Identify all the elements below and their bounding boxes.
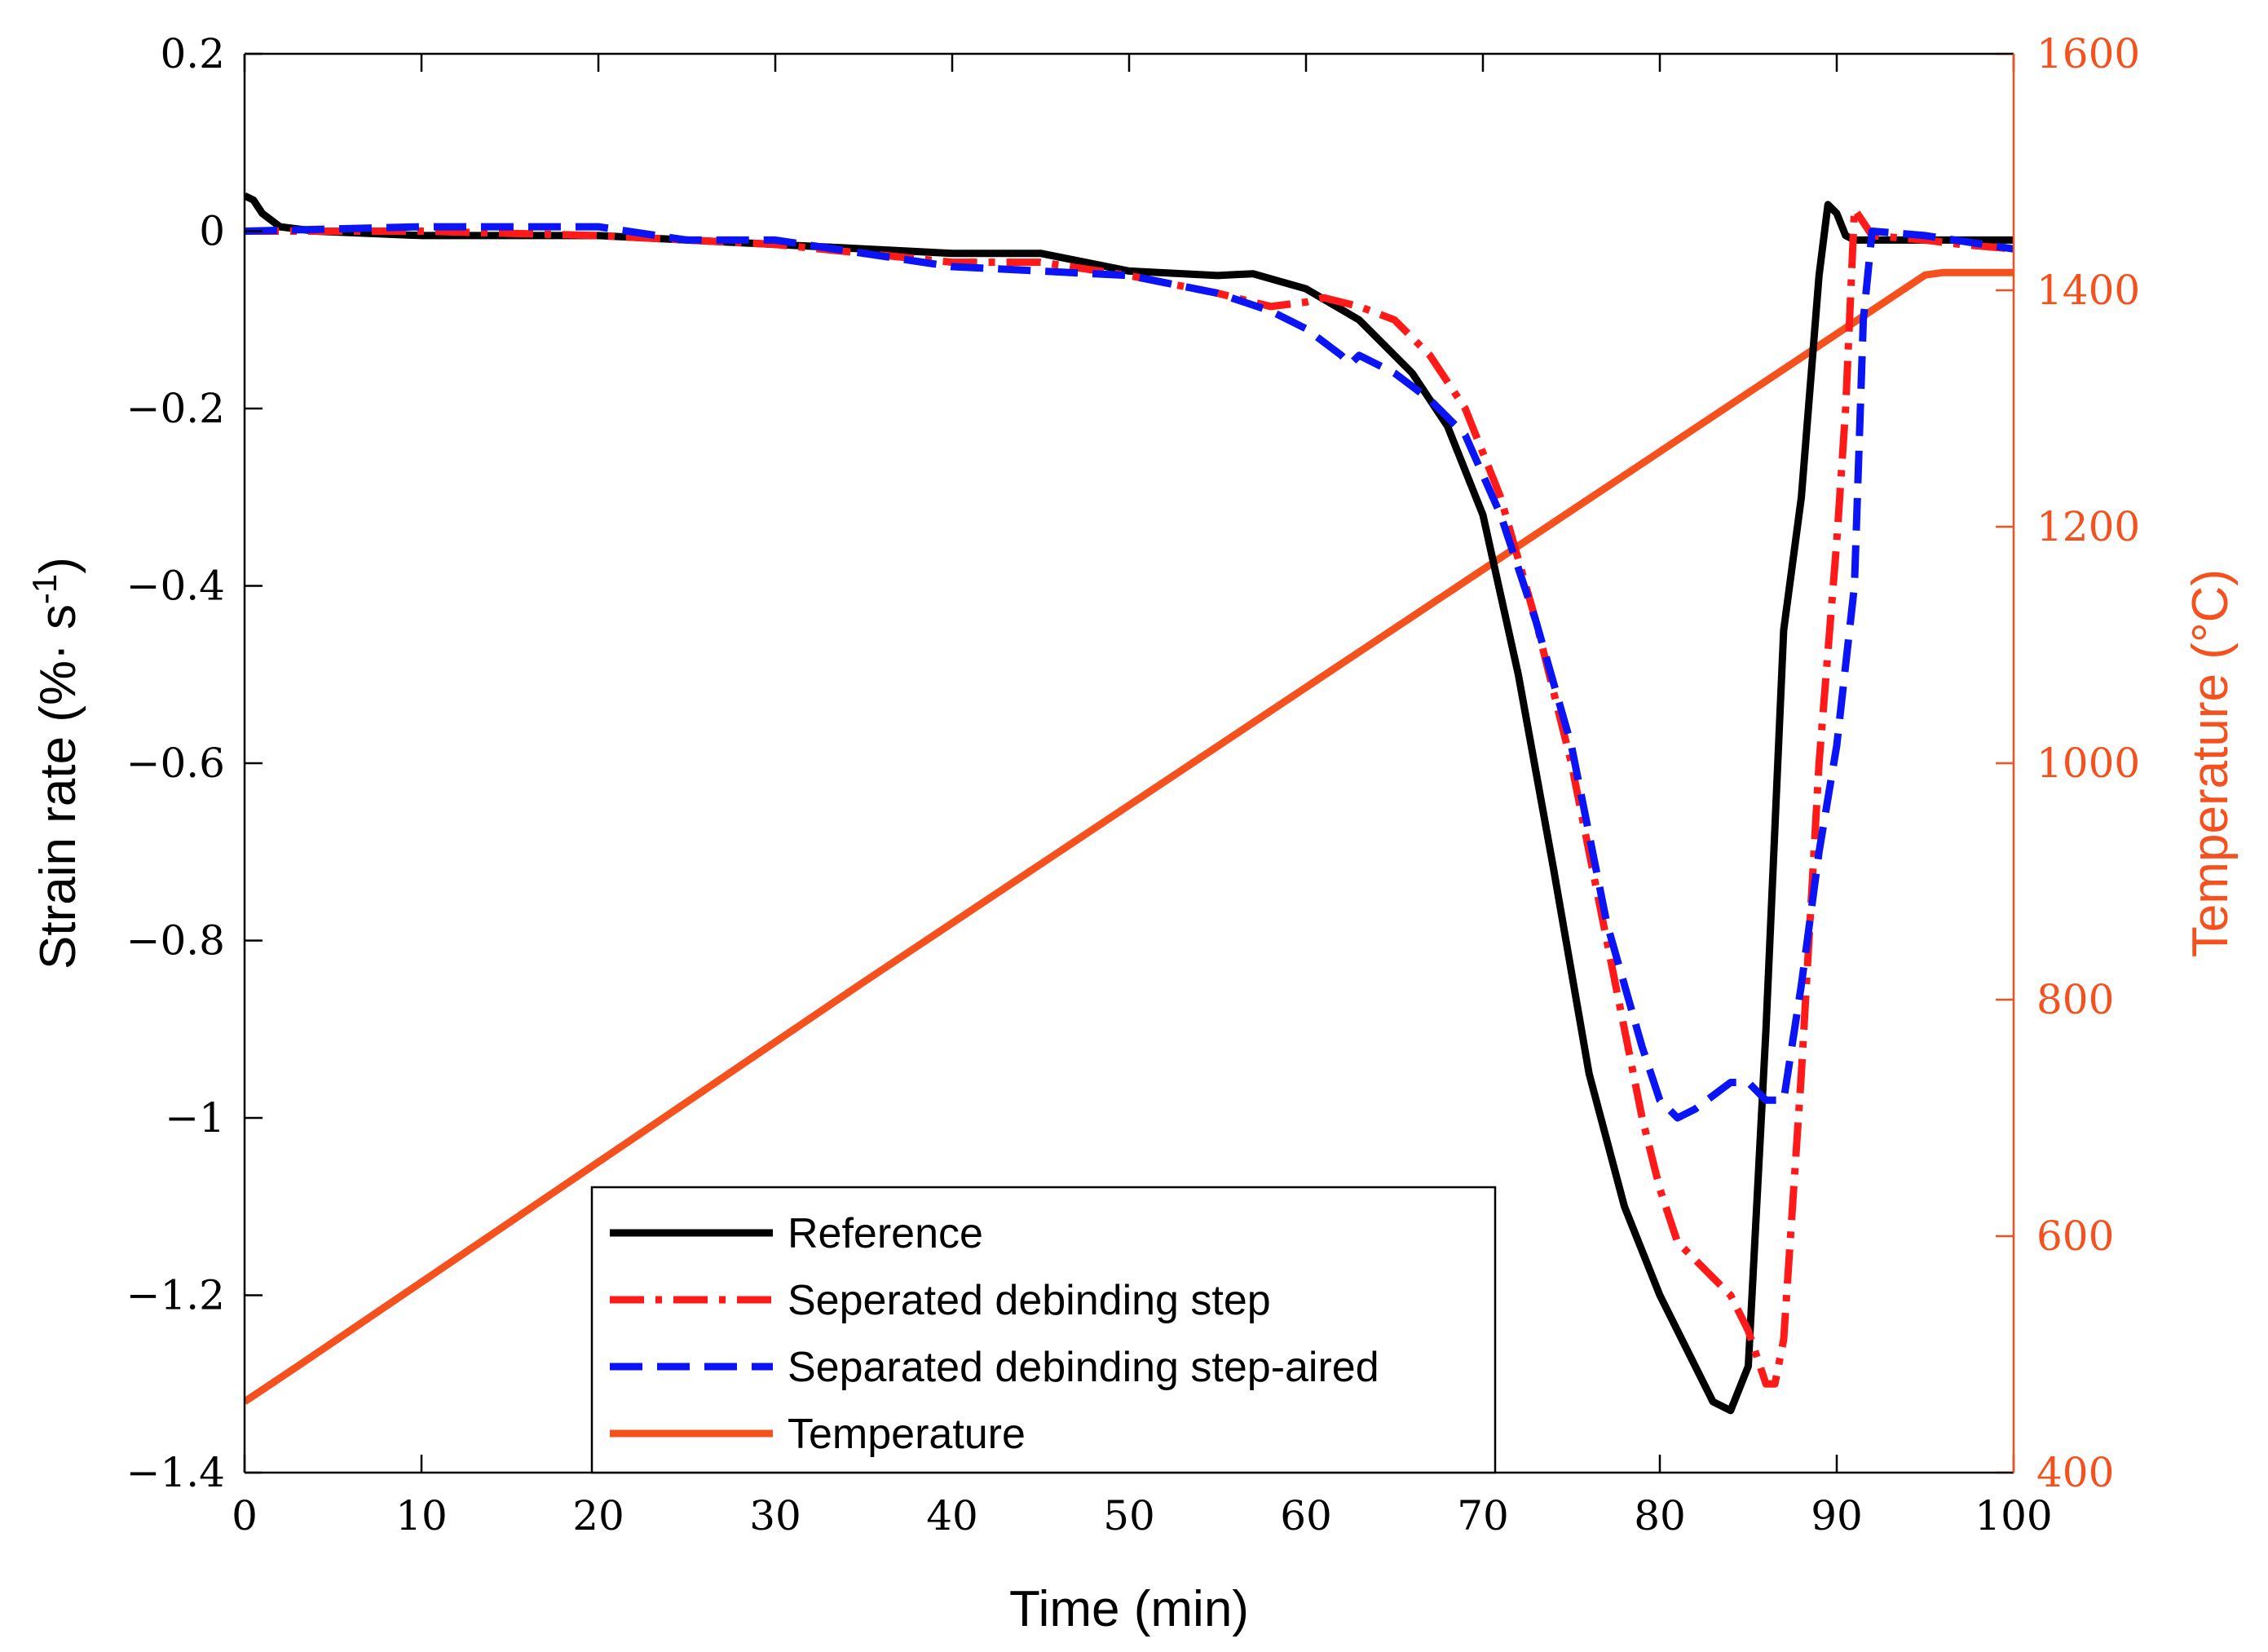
y-right-tick-label: 1600: [2036, 30, 2140, 77]
x-tick-label: 40: [926, 1492, 978, 1539]
legend-item-separated-debinding-step-aired: Separated debinding step-aired: [610, 1344, 1379, 1391]
x-tick-label: 20: [572, 1492, 624, 1539]
series-line-separated-debinding-step-aired: [245, 223, 2014, 1122]
left-y-axis-title-close: ): [30, 557, 86, 574]
y-right-tick-label: 1400: [2036, 267, 2140, 314]
x-tick-label: 50: [1103, 1492, 1155, 1539]
left-y-axis-title-superscript: -1: [25, 574, 64, 604]
y-left-tick-label: 0.2: [160, 30, 225, 77]
y-right-tick-label: 800: [2036, 976, 2114, 1023]
x-tick-label: 10: [395, 1492, 448, 1539]
y-left-tick-label: −0.6: [126, 740, 225, 787]
x-tick-label: 80: [1634, 1492, 1686, 1539]
legend-item-reference: Reference: [610, 1210, 983, 1257]
legend-label-reference: Reference: [788, 1210, 983, 1257]
y-left-tick-label: −1: [165, 1094, 225, 1142]
series-layer: [245, 192, 2014, 1415]
y-right-tick-label: 1000: [2036, 740, 2140, 787]
left-y-axis-title: Strain rate (%· s-1): [25, 557, 87, 970]
x-tick-label: 0: [232, 1492, 258, 1539]
legend-item-temperature: Temperature: [610, 1411, 1026, 1458]
y-right-tick-label: 400: [2036, 1449, 2114, 1496]
y-left-tick-label: −0.8: [126, 917, 225, 965]
legend: Reference Seperated debinding step Separ…: [590, 1186, 1497, 1474]
x-tick-label: 90: [1811, 1492, 1863, 1539]
x-axis-title: Time (min): [1009, 1581, 1249, 1637]
ticks-layer: 0 10 20 30 40 50 60 70 80 90 100 0.2 0 −0.2 −0.4 −0.6 −0…: [126, 30, 2141, 1539]
y-right-tick-label: 600: [2036, 1212, 2114, 1260]
legend-label-separated-debinding-step-aired: Separated debinding step-aired: [788, 1344, 1379, 1391]
legend-label-temperature: Temperature: [788, 1411, 1026, 1458]
y-right-tick-label: 1200: [2036, 503, 2140, 550]
y-left-tick-label: −1.2: [126, 1272, 225, 1319]
y-left-tick-label: −0.4: [126, 563, 225, 610]
x-tick-label: 70: [1457, 1492, 1509, 1539]
series-line-temperature: [245, 268, 2014, 1405]
legend-item-seperated-debinding-step: Seperated debinding step: [610, 1277, 1271, 1324]
x-tick-label: 100: [1975, 1492, 2052, 1539]
right-y-axis-title: Temperature (°C): [2182, 569, 2239, 957]
x-tick-label: 30: [749, 1492, 801, 1539]
left-y-axis-title-main: Strain rate (%· s: [30, 604, 86, 970]
y-left-tick-label: −1.4: [126, 1449, 225, 1496]
x-tick-label: 60: [1280, 1492, 1332, 1539]
y-left-tick-label: 0: [199, 208, 225, 255]
y-left-tick-label: −0.2: [126, 385, 225, 432]
legend-label-seperated-debinding-step: Seperated debinding step: [788, 1277, 1271, 1324]
